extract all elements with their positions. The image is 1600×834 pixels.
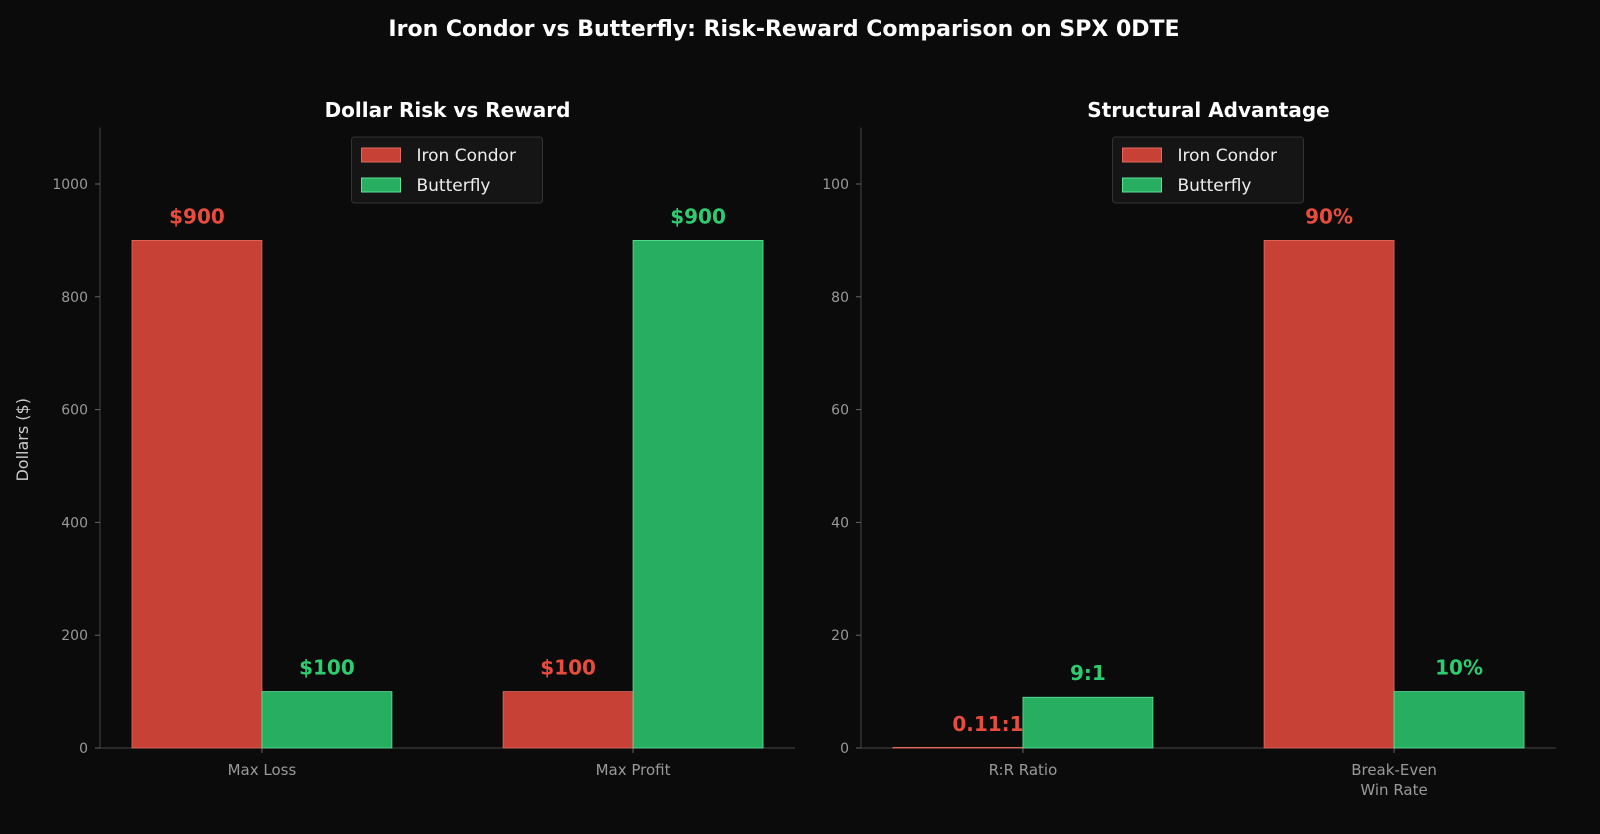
chart-title: Dollar Risk vs Reward: [325, 98, 571, 122]
chart-title: Structural Advantage: [1087, 98, 1329, 122]
x-tick-label: Win Rate: [1360, 781, 1427, 799]
y-tick-label: 20: [831, 628, 849, 644]
data-label: 90%: [1305, 204, 1353, 228]
data-label: $100: [540, 656, 596, 680]
data-label: 0.11:1: [952, 712, 1023, 736]
y-tick-label: 80: [831, 290, 849, 306]
legend-label: Butterfly: [417, 176, 491, 196]
data-label: $900: [670, 204, 726, 228]
y-tick-label: 60: [831, 403, 849, 419]
chart-dollar-risk: Dollar Risk vs Reward 0 200 400 600 800 1000 Do…: [13, 98, 795, 779]
legend-swatch: [1122, 177, 1162, 193]
data-label: $900: [169, 204, 225, 228]
y-tick-label: 400: [61, 515, 88, 531]
chart-structural-advantage: Structural Advantage 0 20 40 60 80 100 R:R Rati…: [822, 98, 1556, 799]
legend: Iron Condor Butterfly: [1112, 136, 1304, 204]
x-tick-label: Break-Even: [1351, 761, 1437, 779]
bar-butterfly: [1022, 696, 1154, 749]
legend-swatch: [1122, 147, 1162, 163]
x-tick-label: Max Profit: [596, 761, 671, 779]
bar-iron-condor: [892, 746, 1024, 749]
legend-swatch: [361, 177, 401, 193]
y-axis-label: Dollars ($): [13, 398, 32, 481]
y-tick-label: 0: [840, 741, 849, 757]
y-tick-label: 1000: [52, 177, 88, 193]
bar-iron-condor: [502, 691, 634, 749]
legend-swatch: [361, 147, 401, 163]
legend-label: Iron Condor: [1178, 146, 1277, 166]
figure-title: Iron Condor vs Butterfly: Risk-Reward Co…: [388, 17, 1179, 42]
y-tick-label: 800: [61, 290, 88, 306]
y-tick-label: 200: [61, 628, 88, 644]
y-tick-label: 100: [822, 177, 849, 193]
legend: Iron Condor Butterfly: [351, 136, 543, 204]
x-tick-label: R:R Ratio: [989, 761, 1058, 779]
data-label: 9:1: [1070, 661, 1106, 685]
legend-label: Iron Condor: [417, 146, 516, 166]
bar-butterfly: [261, 691, 393, 749]
bar-iron-condor: [131, 239, 263, 749]
bar-iron-condor: [1263, 239, 1395, 749]
data-label: 10%: [1435, 656, 1483, 680]
bar-butterfly: [632, 239, 764, 749]
y-tick-label: 40: [831, 515, 849, 531]
y-tick-label: 0: [79, 741, 88, 757]
x-tick-label: Max Loss: [228, 761, 297, 779]
legend-label: Butterfly: [1178, 176, 1252, 196]
data-label: $100: [299, 656, 355, 680]
bar-butterfly: [1393, 691, 1525, 749]
y-tick-label: 600: [61, 403, 88, 419]
